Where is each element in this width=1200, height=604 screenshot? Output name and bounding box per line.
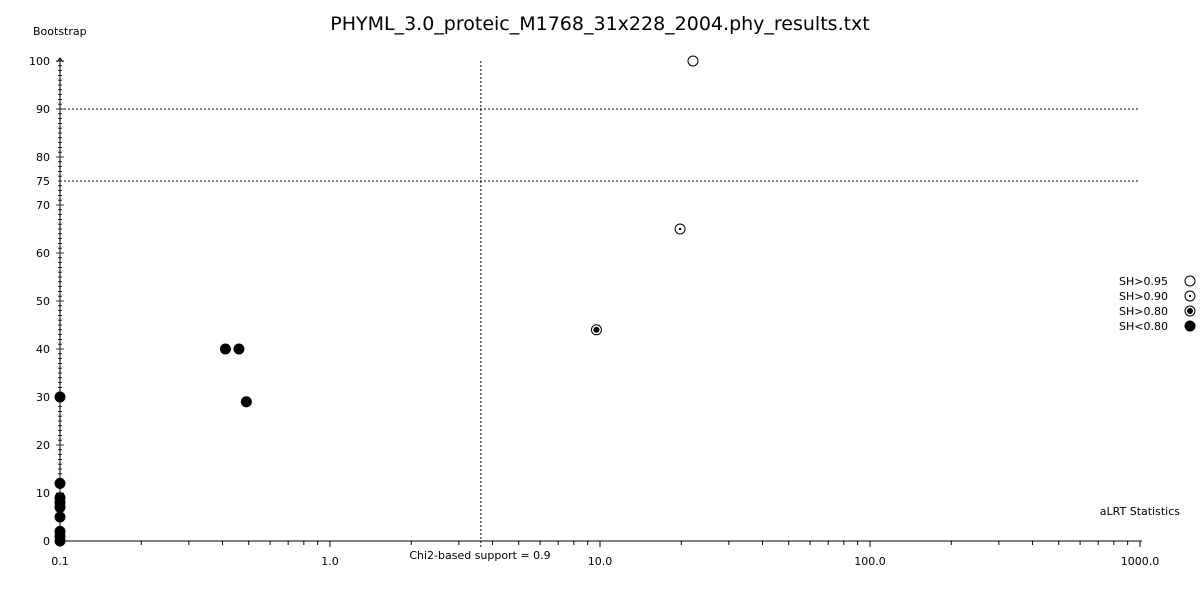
y-tick-label: 40 [36,343,50,356]
x-tick-label: 10.0 [588,555,613,568]
legend-marker-center [1188,294,1192,298]
legend-marker [1184,320,1196,332]
x-axis-label: aLRT Statistics [1100,505,1180,518]
data-point [233,343,245,355]
y-tick-label: 50 [36,295,50,308]
y-tick-label: 75 [36,175,50,188]
y-tick-label: 60 [36,247,50,260]
data-point [54,535,66,547]
x-tick-label: 1.0 [321,555,339,568]
y-tick-label: 0 [43,535,50,548]
data-points [54,55,699,547]
data-point [54,391,66,403]
chi2-support-label: Chi2-based support = 0.9 [409,549,550,562]
y-tick-label: 100 [29,55,50,68]
reference-lines [60,61,1140,547]
legend-label: SH>0.90 [1119,290,1168,303]
data-point [54,477,66,489]
y-tick-label: 20 [36,439,50,452]
legend-label: SH>0.95 [1119,275,1168,288]
y-tick-label: 80 [36,151,50,164]
data-point [54,501,66,513]
y-tick-label: 30 [36,391,50,404]
y-tick-label: 70 [36,199,50,212]
data-point [240,396,252,408]
data-point [219,343,231,355]
y-tick-label: 90 [36,103,50,116]
y-tick-label: 10 [36,487,50,500]
legend-marker-center [1187,308,1193,314]
data-point-center [593,326,600,333]
x-tick-label: 0.1 [51,555,69,568]
data-point-center [678,227,682,231]
legend: SH>0.95 SH>0.90 SH>0.80 SH<0.80 [1119,275,1196,333]
data-point [54,511,66,523]
legend-marker [1184,275,1196,287]
data-point [687,55,699,67]
chart-title: PHYML_3.0_proteic_M1768_31x228_2004.phy_… [330,13,870,35]
x-tick-label: 1000.0 [1121,555,1160,568]
axes: 0.1 1.0 10.0 100.0 1000.0 0 10 20 30 40 50 60 70 75 80… [29,55,1159,568]
legend-label: SH>0.80 [1119,305,1168,318]
legend-label: SH<0.80 [1119,320,1168,333]
y-axis-label: Bootstrap [33,25,87,38]
x-tick-label: 100.0 [854,555,886,568]
